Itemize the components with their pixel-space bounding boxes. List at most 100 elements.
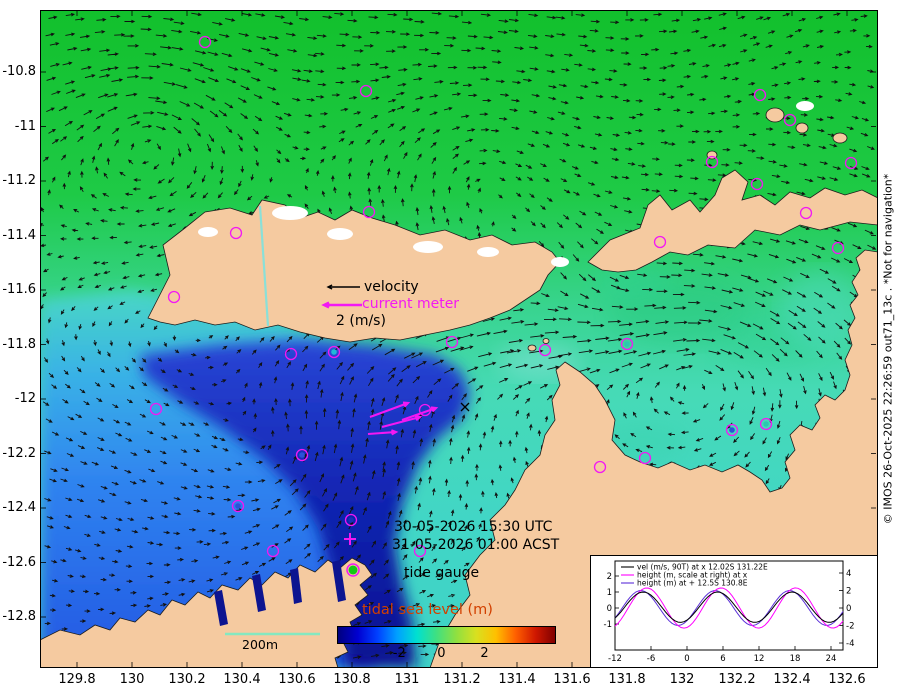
station-marker [344,513,358,527]
nodata-patch [796,101,814,111]
station-marker [750,177,764,191]
station-marker [831,241,845,255]
nodata-patch [551,257,569,267]
tide-gauge-stations [149,35,858,558]
island [527,344,537,352]
current-meter-arrow [381,414,423,429]
plot-border [40,10,878,668]
inset-x-tick-label: -12 [608,654,622,664]
station-marker [725,423,739,437]
y-tick-label: -11.8 [2,336,36,352]
current-meter-legend-arrow-icon [321,301,362,309]
y-tick-label: -11.2 [2,173,36,188]
inset-series-line [614,591,844,623]
island [832,132,848,144]
estuary-inlet [252,574,266,612]
velocity-legend-arrow-icon [326,284,360,290]
station-marker [759,417,773,431]
inset-right-tick-label: 4 [846,569,851,579]
inset-legend-label: vel (m/s, 90T) at x 12.02S 131.22E [637,563,768,572]
station-marker [783,113,797,127]
inset-right-tick-label: -2 [846,622,854,632]
colorbar-tick-label: 2 [480,646,489,661]
apsley-strait [258,205,270,327]
scalebar-label: 200m [242,637,279,652]
inset-right-tick-label: -4 [846,639,854,649]
inset-left-tick-label: -1 [604,620,612,630]
tide-gauge-legend-marker [346,563,360,577]
inset-series-line [614,587,844,629]
x-tick-label: 132 [669,672,695,687]
station-marker [799,206,813,220]
watermark-text: © IMOS 26-Oct-2025 22:26:59 out71_13c . … [881,173,895,525]
x-tick-label: 131.6 [553,672,591,687]
y-tick-label: -12.4 [2,500,36,515]
inset-x-tick-label: 24 [826,654,837,664]
station-marker [593,460,607,474]
estuary-inlet [290,568,302,604]
x-tick-label: 132.4 [773,672,811,687]
inset-left-tick-label: 0 [607,604,612,614]
station-marker [198,35,212,49]
station-marker [638,451,652,465]
x-tick-label: 131.4 [498,672,536,687]
nodata-patch [477,247,499,257]
velocity-label: velocity [364,279,419,295]
land-tiwi-islands [147,199,561,343]
station-marker [295,448,309,462]
inset-right-tick-label: 0 [846,604,851,614]
station-marker [167,290,181,304]
inset-x-tick-label: 12 [754,654,765,664]
x-tick-label: 130.6 [278,672,316,687]
inset-left-tick-label: 2 [607,572,612,582]
tidal-map [40,10,878,668]
estuary-inlet [332,560,346,602]
gulf-green-patch [590,262,674,302]
inset-x-tick-label: 6 [720,654,725,664]
x-tick-label: 131 [394,672,420,687]
station-marker [653,235,667,249]
inset-series-line [614,589,844,627]
y-tick-label: -12 [14,391,36,406]
gulf-light-patch [780,270,864,350]
x-tick-label: 129.8 [58,672,96,687]
station-marker [705,155,719,169]
colorbar-tick-label: -2 [392,646,406,661]
inset-right-tick-label: 2 [846,587,851,597]
x-tick-label: 130 [119,672,145,687]
inset-legend-label: height (m, scale at right) at x [637,571,748,580]
inset-left-tick-label: 1 [607,588,612,598]
land-cobourg-peninsula [587,169,878,273]
coastal-details [198,101,814,636]
island [542,338,550,344]
y-tick-label: -10.8 [2,64,36,79]
velocity-scale-label: 2 (m/s) [336,313,386,329]
colorbar-tick-label: 0 [437,646,446,661]
current-meter-arrow [367,429,399,436]
timestamp-acst: 31-05-2026 01:00 ACST [392,537,560,553]
inset-x-tick-label: -6 [647,654,655,664]
nodata-patch [413,241,443,253]
inset-legend-label: height (m) at + 12.5S 130.8E [637,579,748,588]
station-marker [445,335,459,349]
map-annotations [321,284,470,577]
x-tick-label: 132.2 [718,672,756,687]
x-tick-label: 130.4 [223,672,261,687]
current-meter-arrow [401,406,439,421]
colorbar-title: tidal sea level (m) [362,602,493,618]
station-marker [844,156,858,170]
y-tick-label: -12.2 [2,445,36,461]
current-meter-arrow [369,401,411,418]
station-marker [359,84,373,98]
x-tick-label: 130.8 [333,672,371,687]
nodata-patch [272,206,308,220]
y-tick-label: -11.4 [2,227,36,243]
inset-timeseries: -12 -6 0 6 12 18 24 -1 0 1 2 -4 -2 0 2 4 vel (m/s, 90T) … [590,555,878,668]
x-tick-label: 131.8 [608,672,646,687]
station-marker [229,226,243,240]
station-marker [149,402,163,416]
station-marker [753,88,767,102]
station-marker [538,343,552,357]
station-marker [413,544,427,558]
